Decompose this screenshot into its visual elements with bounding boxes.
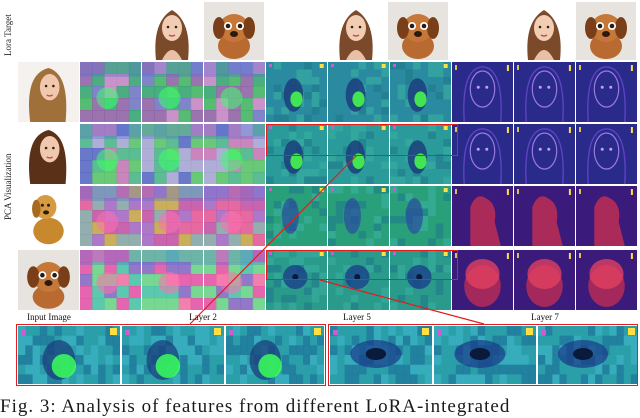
layer5-pca-map [390, 186, 451, 246]
lora-target-woman-image [514, 2, 574, 60]
layer2-pca-map [142, 186, 203, 246]
layer7-pca-map [514, 250, 575, 310]
layer2-pca-map [204, 124, 265, 184]
layer7-pca-map [514, 186, 575, 246]
layer5-pca-map [390, 62, 451, 122]
layer2-pca-map [80, 250, 141, 310]
layer5-caption: Layer 5 [343, 312, 371, 322]
layer2-pca-map [80, 62, 141, 122]
layer7-pca-map [452, 186, 513, 246]
layer2-pca-map [204, 186, 265, 246]
lora-target-woman-image [142, 2, 202, 60]
layer5-pca-map [390, 250, 451, 310]
input-image [18, 62, 79, 122]
input-image [18, 186, 79, 246]
layer7-pca-map [452, 250, 513, 310]
input-image [18, 250, 79, 310]
layer2-caption: Layer 2 [189, 312, 217, 322]
layer2-pca-map [142, 250, 203, 310]
layer7-pca-map [514, 62, 575, 122]
layer7-caption: Layer 7 [531, 312, 559, 322]
layer7-pca-map [452, 124, 513, 184]
layer5-pca-map [266, 62, 327, 122]
zoom-layer5-row4 [330, 326, 432, 384]
lora-target-woman-image [326, 2, 386, 60]
layer7-pca-map [452, 62, 513, 122]
lora-target-dog-image [576, 2, 636, 60]
figure-caption: Fig. 3: Analysis of features from differ… [0, 396, 511, 417]
layer2-pca-map [204, 62, 265, 122]
layer2-pca-map [80, 124, 141, 184]
layer2-pca-map [142, 124, 203, 184]
layer7-pca-map [576, 124, 637, 184]
zoom-layer5-row2 [18, 326, 120, 384]
layer7-pca-map [514, 124, 575, 184]
layer7-pca-map [576, 250, 637, 310]
layer5-pca-map [328, 186, 389, 246]
layer2-pca-map [80, 186, 141, 246]
zoom-layer5-row2 [122, 326, 224, 384]
input-image [18, 124, 79, 184]
layer5-pca-map [266, 250, 327, 310]
layer7-pca-map [576, 62, 637, 122]
zoom-layer5-row4 [434, 326, 536, 384]
layer5-pca-map [328, 250, 389, 310]
layer7-pca-map [576, 186, 637, 246]
layer2-pca-map [142, 62, 203, 122]
input-image-caption: Input Image [27, 312, 71, 322]
layer5-pca-map [266, 124, 327, 184]
lora-target-dog-image [388, 2, 448, 60]
lora-target-dog-image [204, 2, 264, 60]
layer5-pca-map [328, 62, 389, 122]
layer2-pca-map [204, 250, 265, 310]
layer5-pca-map [390, 124, 451, 184]
zoom-layer5-row2 [226, 326, 324, 384]
zoom-layer5-row4 [538, 326, 638, 384]
